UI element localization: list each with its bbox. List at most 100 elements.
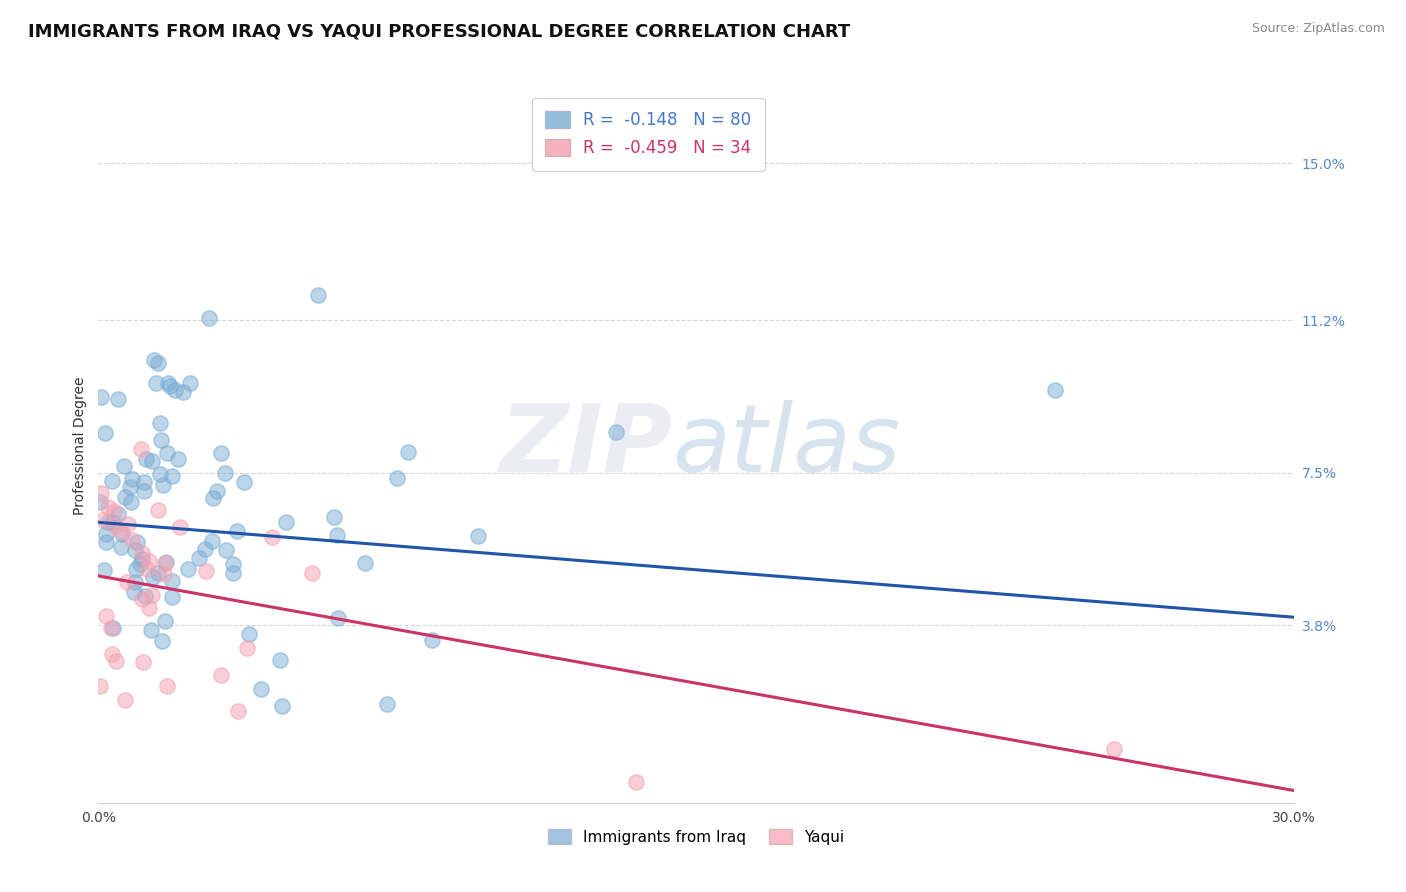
Point <box>135 561 157 575</box>
Point <box>127 535 149 549</box>
Point <box>115 574 138 589</box>
Point <box>97 500 120 514</box>
Point <box>270 699 292 714</box>
Y-axis label: Professional Degree: Professional Degree <box>73 376 87 516</box>
Point <box>134 590 156 604</box>
Point <box>152 478 174 492</box>
Point <box>131 546 153 560</box>
Point <box>101 515 124 529</box>
Point <box>222 557 245 571</box>
Point <box>91 513 114 527</box>
Point <box>215 543 238 558</box>
Point <box>122 584 145 599</box>
Point <box>97 515 120 529</box>
Point <box>131 592 153 607</box>
Point <box>90 390 112 404</box>
Point <box>124 543 146 558</box>
Point <box>420 632 443 647</box>
Point <box>276 515 298 529</box>
Point <box>211 446 233 460</box>
Point <box>159 379 181 393</box>
Point <box>114 693 136 707</box>
Point <box>104 518 127 533</box>
Point <box>201 533 224 548</box>
Point <box>225 524 247 538</box>
Legend: Immigrants from Iraq, Yaqui: Immigrants from Iraq, Yaqui <box>540 821 852 852</box>
Point <box>249 681 271 696</box>
Point <box>107 507 129 521</box>
Point <box>148 566 170 580</box>
Point <box>179 376 201 390</box>
Point <box>148 356 170 370</box>
Point <box>396 445 419 459</box>
Point <box>101 647 124 661</box>
Point <box>626 775 648 789</box>
Point <box>105 653 128 667</box>
Point <box>377 698 399 712</box>
Point <box>131 442 153 456</box>
Point <box>385 471 408 485</box>
Point <box>134 483 156 498</box>
Point <box>226 704 249 718</box>
Point <box>326 610 349 624</box>
Point <box>269 653 291 667</box>
Point <box>260 530 283 544</box>
Point <box>121 472 143 486</box>
Point <box>145 376 167 390</box>
Point <box>138 554 160 568</box>
Point <box>135 451 157 466</box>
Point <box>214 466 236 480</box>
Point <box>101 475 124 489</box>
Point <box>1043 384 1066 398</box>
Point <box>153 615 176 629</box>
Point <box>172 384 194 399</box>
Point <box>156 376 179 391</box>
Point <box>114 490 136 504</box>
Point <box>103 504 125 518</box>
Text: IMMIGRANTS FROM IRAQ VS YAQUI PROFESSIONAL DEGREE CORRELATION CHART: IMMIGRANTS FROM IRAQ VS YAQUI PROFESSION… <box>28 22 851 40</box>
Point <box>149 467 172 482</box>
Point <box>153 556 176 570</box>
Point <box>187 550 209 565</box>
Point <box>149 417 172 431</box>
Point <box>209 668 232 682</box>
Point <box>117 516 139 531</box>
Point <box>138 600 160 615</box>
Point <box>94 608 117 623</box>
Point <box>110 524 132 539</box>
Point <box>238 626 260 640</box>
Point <box>222 566 245 581</box>
Point <box>141 453 163 467</box>
Point <box>110 540 132 554</box>
Point <box>129 558 152 572</box>
Point <box>162 468 184 483</box>
Point <box>156 679 179 693</box>
Point <box>205 483 228 498</box>
Point <box>142 353 165 368</box>
Point <box>141 588 163 602</box>
Point <box>354 557 377 571</box>
Point <box>1104 742 1126 756</box>
Point <box>150 633 173 648</box>
Point <box>146 502 169 516</box>
Text: ZIP: ZIP <box>499 400 672 492</box>
Point <box>90 486 112 500</box>
Point <box>120 495 142 509</box>
Point <box>107 392 129 406</box>
Point <box>96 535 118 549</box>
Point <box>195 565 218 579</box>
Point <box>605 425 627 439</box>
Point <box>307 288 329 302</box>
Point <box>233 475 256 489</box>
Point <box>100 622 122 636</box>
Point <box>131 655 153 669</box>
Point <box>118 479 141 493</box>
Point <box>197 311 219 326</box>
Point <box>94 527 117 541</box>
Text: Source: ZipAtlas.com: Source: ZipAtlas.com <box>1251 22 1385 36</box>
Point <box>111 526 134 541</box>
Point <box>125 562 148 576</box>
Point <box>152 566 174 581</box>
Point <box>323 510 346 524</box>
Point <box>89 495 111 509</box>
